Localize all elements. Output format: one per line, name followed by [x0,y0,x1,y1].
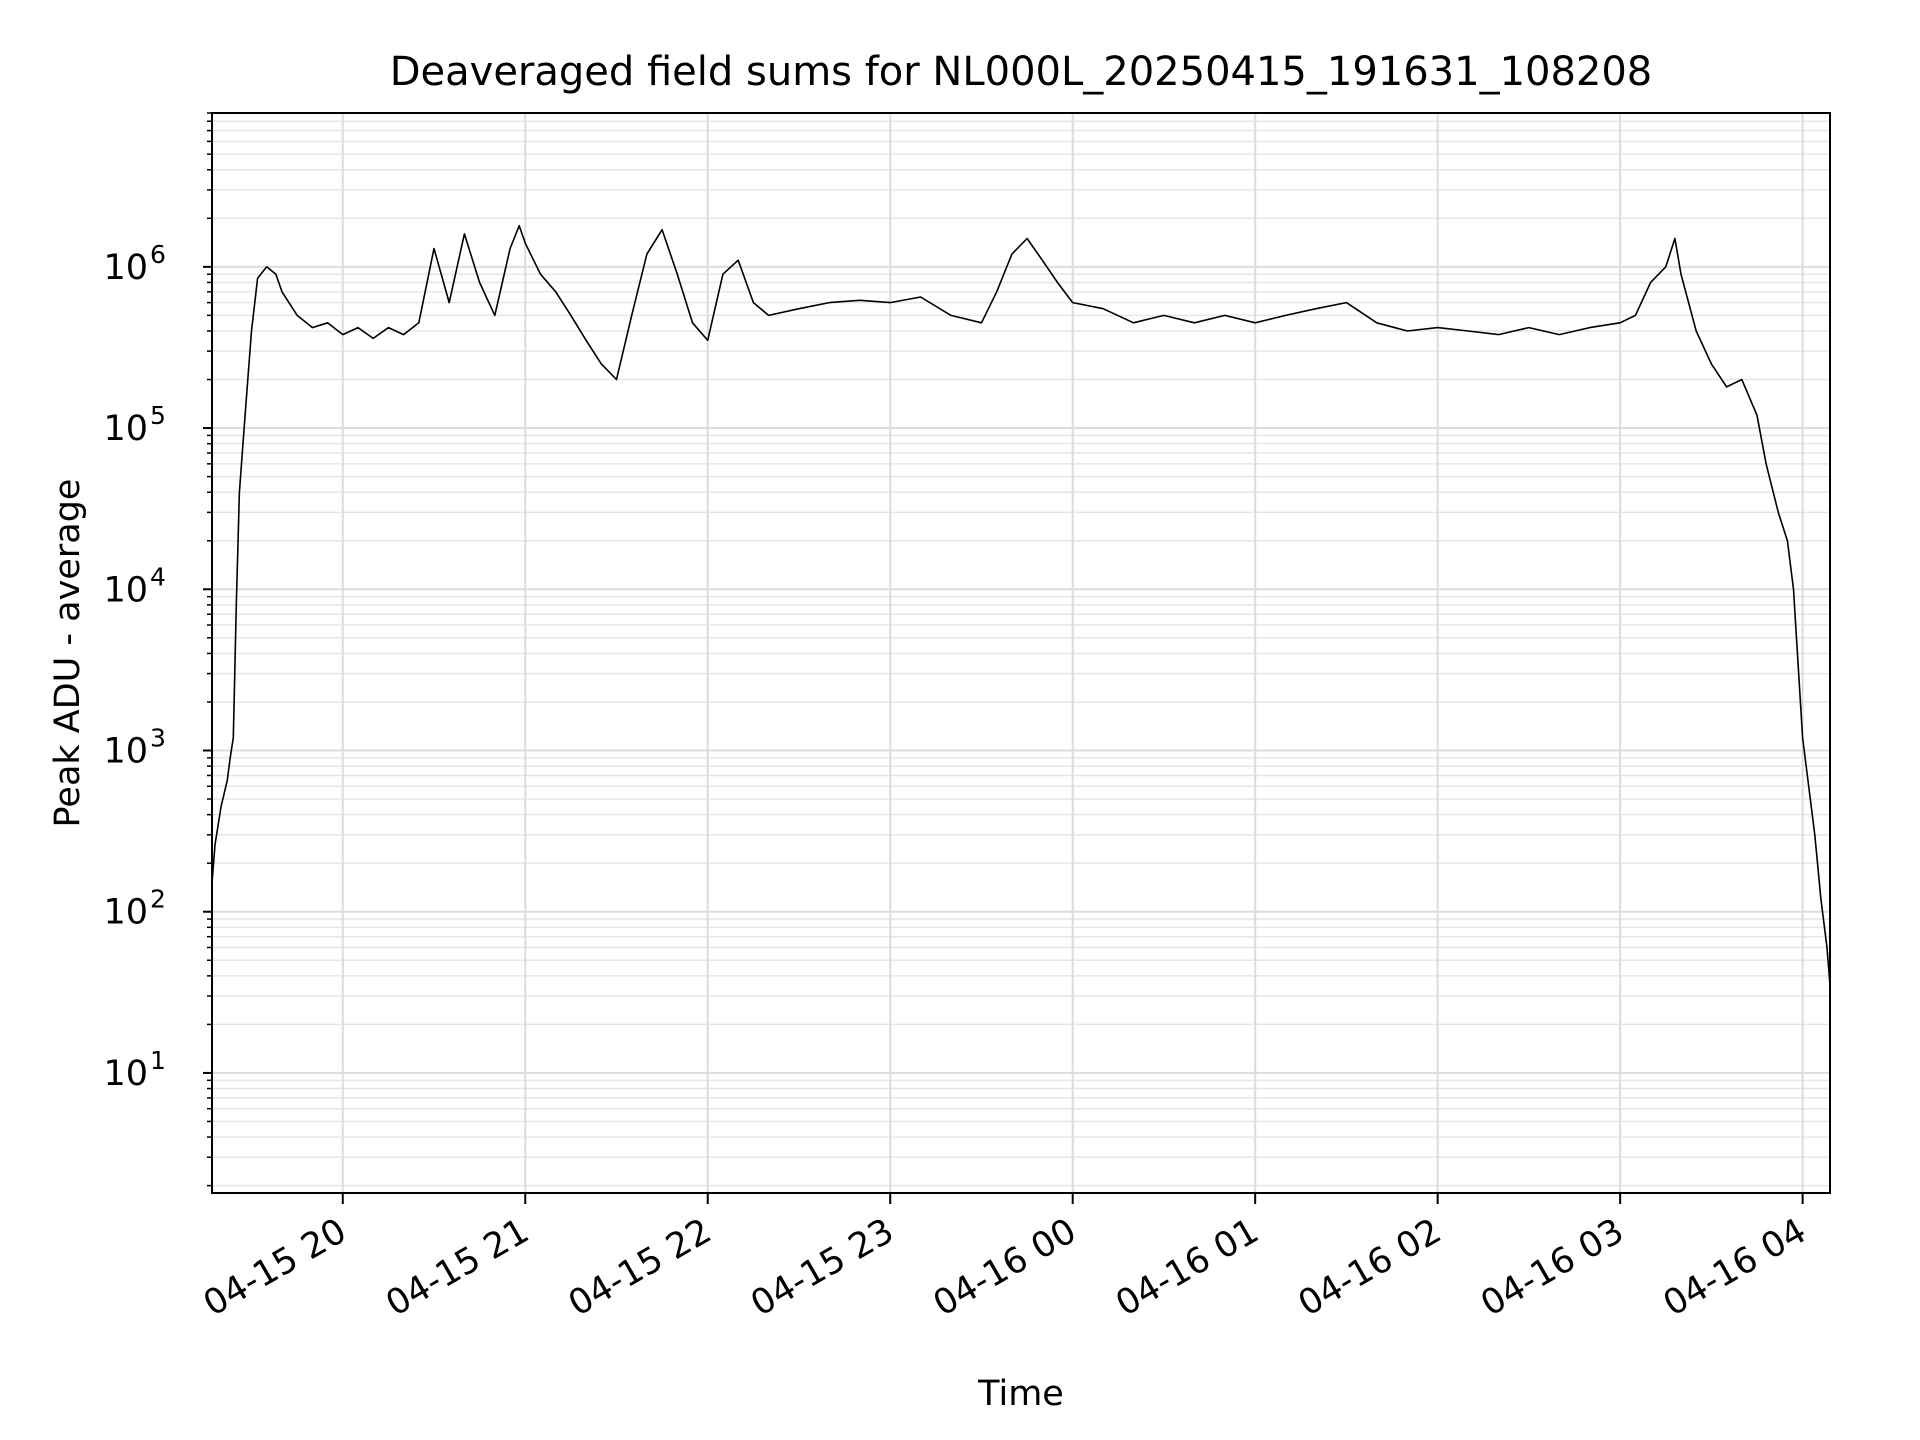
series-line [211,224,1831,986]
y-axis-label: Peak ADU - average [48,479,88,828]
y-tick-label: 10 [103,409,148,449]
y-tick-label: 10 [103,893,148,933]
grid [212,112,1830,1193]
y-tick-label: 10 [103,1054,148,1094]
y-tick-exponent: 3 [150,723,166,752]
y-tick-label: 10 [103,731,148,771]
y-tick-exponent: 2 [150,885,166,914]
y-tick-exponent: 6 [150,240,166,269]
chart-title: Deaveraged field sums for NL000L_2025041… [390,49,1653,95]
series-layer [211,224,1831,986]
y-tick-exponent: 4 [150,562,166,591]
y-tick-label: 10 [103,570,148,610]
y-tick-exponent: 1 [150,1046,166,1075]
y-tick-exponent: 5 [150,401,166,430]
y-tick-label: 10 [103,248,148,288]
x-axis-label: Time [977,1374,1064,1414]
